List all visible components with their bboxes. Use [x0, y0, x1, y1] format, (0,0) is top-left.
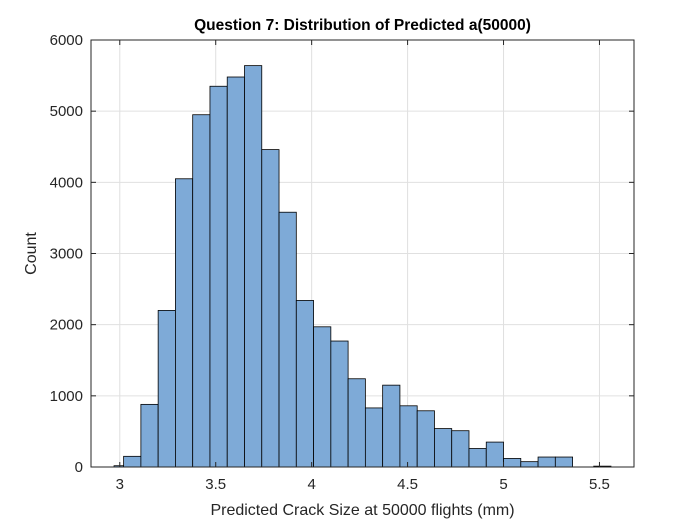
- histogram-bar: [226, 76, 245, 468]
- x-tick-label: 5: [499, 476, 507, 493]
- histogram-bar: [330, 340, 349, 468]
- histogram-bar: [209, 85, 228, 468]
- x-tick-label: 3: [116, 476, 124, 493]
- histogram-bar: [278, 211, 297, 468]
- y-tick-labels: 0 1000 2000 3000 4000 5000 6000: [50, 32, 83, 476]
- y-tick-label: 3000: [50, 246, 83, 263]
- histogram-bar: [175, 178, 194, 468]
- x-tick-labels: 3 3.5 4 4.5 5 5.5: [116, 476, 610, 493]
- histogram-bar: [244, 65, 263, 468]
- y-axis-label: Count: [23, 232, 40, 275]
- histogram-bar: [468, 448, 487, 468]
- histogram-bar: [537, 456, 556, 468]
- y-tick-label: 6000: [50, 32, 83, 49]
- chart-title: Question 7: Distribution of Predicted a(…: [194, 17, 531, 34]
- histogram-bar: [485, 441, 504, 468]
- histogram-bar: [416, 410, 435, 468]
- histogram-bar: [140, 403, 159, 468]
- x-tick-label: 4: [307, 476, 315, 493]
- histogram-bar: [451, 430, 470, 468]
- y-tick-label: 5000: [50, 103, 83, 120]
- histogram-bar: [261, 149, 280, 468]
- histogram-bars: [113, 65, 612, 468]
- histogram-bar: [364, 407, 384, 468]
- x-tick-label: 5.5: [589, 476, 610, 493]
- x-axis-label: Predicted Crack Size at 50000 flights (m…: [210, 502, 514, 519]
- y-tick-label: 4000: [50, 174, 83, 191]
- histogram-bar: [295, 300, 314, 468]
- histogram-bar: [503, 458, 522, 468]
- x-tick-label: 4.5: [397, 476, 418, 493]
- histogram-bar: [382, 384, 401, 468]
- histogram-bar: [347, 378, 366, 468]
- histogram-bar: [192, 114, 211, 468]
- histogram-bar: [520, 461, 539, 468]
- x-tick-label: 3.5: [205, 476, 226, 493]
- histogram-bar: [157, 310, 176, 468]
- histogram-bar: [313, 326, 332, 468]
- histogram-bar: [434, 428, 453, 468]
- histogram-bar: [554, 456, 574, 468]
- histogram-bar: [399, 405, 418, 468]
- y-tick-label: 0: [75, 459, 83, 476]
- y-tick-label: 1000: [50, 388, 83, 405]
- y-tick-label: 2000: [50, 317, 83, 334]
- histogram-bar: [123, 455, 142, 468]
- axis-ticks: [91, 39, 634, 468]
